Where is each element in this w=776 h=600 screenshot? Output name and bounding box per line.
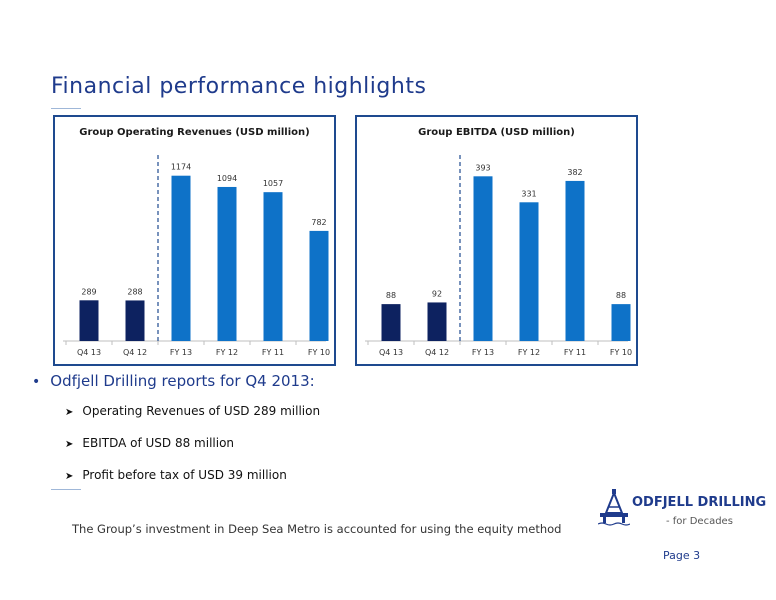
bar	[125, 300, 145, 341]
tick-label: FY 11	[262, 348, 284, 357]
tick-label: FY 10	[308, 348, 330, 357]
tick-label: Q4 12	[425, 348, 449, 357]
data-label: 92	[432, 289, 442, 298]
highlights-list: • Odfjell Drilling reports for Q4 2013: ➤…	[32, 372, 320, 482]
company-logo: ODFJELL DRILLING - for Decades	[598, 485, 766, 533]
sub-bullet-text: Profit before tax of USD 39 million	[82, 468, 287, 482]
data-label: 782	[311, 218, 326, 227]
logo-brand-text: ODFJELL DRILLING	[632, 495, 767, 510]
ebitda-chart-svg: Group EBITDA (USD million) 88 Q4 13 92 Q4 12…	[365, 127, 632, 357]
drilling-rig-icon	[598, 489, 630, 526]
ebitda-chart: Group EBITDA (USD million) 88 Q4 13 92 Q4 12…	[355, 115, 638, 366]
sub-bullet-text: EBITDA of USD 88 million	[82, 436, 235, 450]
arrow-bullet-icon: ➤	[65, 439, 74, 450]
data-label: 88	[616, 291, 626, 300]
sub-bullet-text: Operating Revenues of USD 289 million	[82, 404, 321, 418]
bar	[427, 302, 447, 341]
data-label: 393	[475, 163, 490, 172]
bar	[565, 180, 585, 341]
data-label: 331	[521, 189, 536, 198]
chart-title: Group Operating Revenues (USD million)	[79, 127, 309, 138]
sub-bullet-revenue: ➤ Operating Revenues of USD 289 million	[65, 404, 320, 418]
data-label: 1057	[263, 179, 283, 188]
tick-label: FY 12	[216, 348, 238, 357]
tick-label: FY 10	[610, 348, 632, 357]
revenue-chart: Group Operating Revenues (USD million) 28…	[53, 115, 336, 366]
tick-label: FY 13	[472, 348, 494, 357]
bar	[519, 202, 539, 341]
main-bullet: • Odfjell Drilling reports for Q4 2013:	[32, 372, 315, 390]
bar	[217, 186, 237, 341]
footer-rule	[51, 489, 81, 490]
data-label: 1094	[217, 174, 237, 183]
tick-label: FY 13	[170, 348, 192, 357]
arrow-bullet-icon: ➤	[65, 471, 74, 482]
page-number: Page 3	[663, 549, 701, 562]
bar	[611, 304, 631, 341]
data-label: 382	[567, 168, 582, 177]
bar	[171, 175, 191, 341]
title-underline	[51, 108, 81, 109]
arrow-bullet-icon: ➤	[65, 407, 74, 418]
tick-label: Q4 12	[123, 348, 147, 357]
bar	[473, 176, 493, 341]
footnote: The Group’s investment in Deep Sea Metro…	[72, 522, 562, 536]
revenue-chart-svg: Group Operating Revenues (USD million) 28…	[63, 127, 330, 357]
bullet-dot-icon: •	[32, 374, 41, 390]
tick-label: Q4 13	[379, 348, 403, 357]
data-label: 288	[127, 287, 142, 296]
data-label: 88	[386, 291, 396, 300]
data-label: 1174	[171, 163, 191, 172]
bar	[79, 300, 99, 341]
data-label: 289	[81, 287, 96, 296]
sub-bullet-profit: ➤ Profit before tax of USD 39 million	[65, 468, 287, 482]
bar	[381, 304, 401, 341]
sub-bullet-ebitda: ➤ EBITDA of USD 88 million	[65, 436, 234, 450]
chart-title: Group EBITDA (USD million)	[418, 127, 575, 138]
bar	[263, 192, 283, 341]
logo-tagline: - for Decades	[666, 516, 733, 527]
tick-label: FY 11	[564, 348, 586, 357]
main-bullet-text: Odfjell Drilling reports for Q4 2013:	[50, 372, 315, 390]
page-title: Financial performance highlights	[51, 74, 427, 99]
tick-label: FY 12	[518, 348, 540, 357]
bar	[309, 230, 329, 341]
tick-label: Q4 13	[77, 348, 101, 357]
